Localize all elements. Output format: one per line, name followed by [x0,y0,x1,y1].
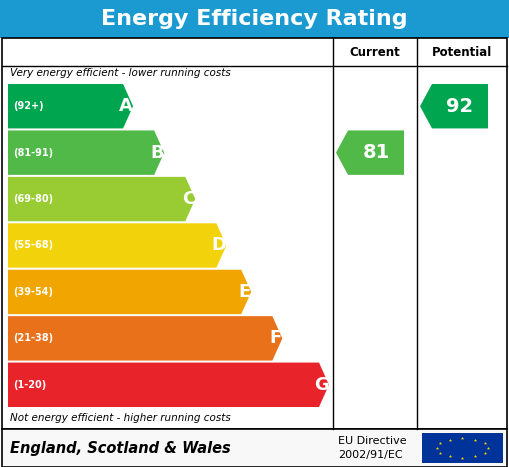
Text: Energy Efficiency Rating: Energy Efficiency Rating [101,9,408,29]
Polygon shape [8,316,282,361]
Polygon shape [8,223,227,268]
Text: D: D [212,236,227,255]
Text: Current: Current [350,45,401,58]
Text: A: A [119,97,133,115]
Polygon shape [420,84,488,128]
Text: G: G [315,376,329,394]
Text: EU Directive: EU Directive [338,436,407,446]
Text: F: F [269,329,281,347]
Text: Potential: Potential [432,45,492,58]
Bar [0,0,509,38]
Text: (21-38): (21-38) [13,333,53,343]
Polygon shape [8,362,329,407]
Polygon shape [8,130,164,175]
Text: 81: 81 [362,143,389,162]
Text: (55-68): (55-68) [13,241,53,250]
Text: B: B [150,144,164,162]
Bar [2,429,507,467]
Text: C: C [182,190,195,208]
Text: E: E [238,283,250,301]
Polygon shape [8,84,133,128]
Polygon shape [336,130,404,175]
Text: (39-54): (39-54) [13,287,53,297]
Polygon shape [8,177,195,221]
Text: (1-20): (1-20) [13,380,46,390]
Text: Very energy efficient - lower running costs: Very energy efficient - lower running co… [10,68,231,78]
Text: (92+): (92+) [13,101,44,111]
Text: (81-91): (81-91) [13,148,53,158]
Text: England, Scotland & Wales: England, Scotland & Wales [10,440,231,455]
Text: 2002/91/EC: 2002/91/EC [338,450,403,460]
Bar [2,38,507,429]
Bar [422,433,503,463]
Text: (69-80): (69-80) [13,194,53,204]
Text: Not energy efficient - higher running costs: Not energy efficient - higher running co… [10,413,231,423]
Text: 92: 92 [446,97,473,116]
Polygon shape [8,270,251,314]
